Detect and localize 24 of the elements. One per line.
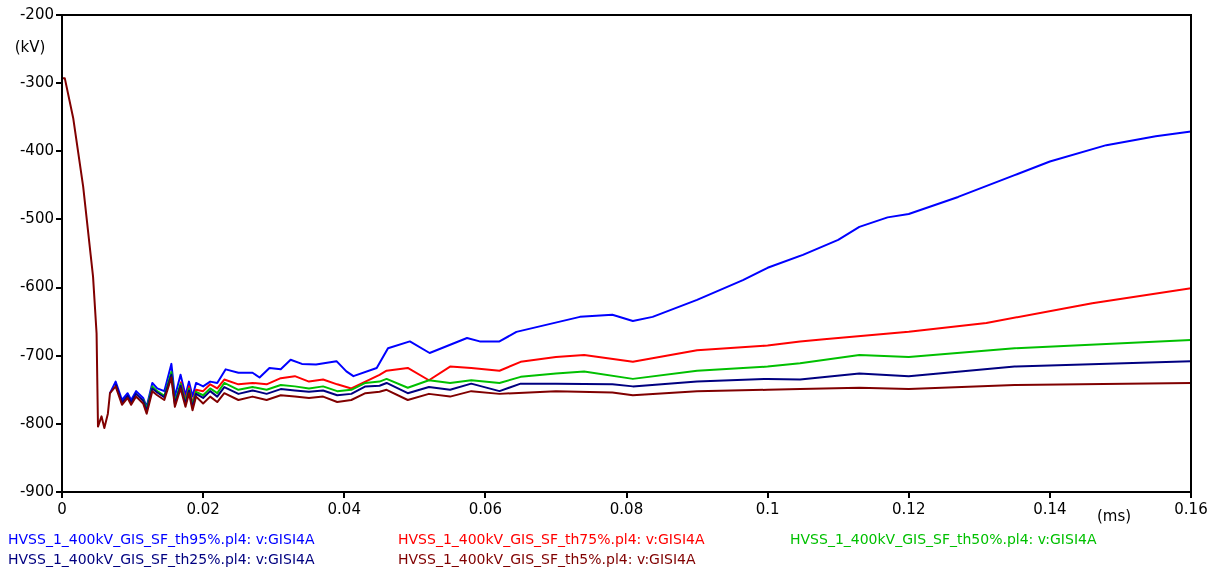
- y-tick-label: -500: [19, 209, 54, 228]
- y-axis-title: (kV): [14, 37, 46, 56]
- x-tick-label: 0.14: [1033, 499, 1067, 518]
- x-tick-label: 0.1: [755, 499, 780, 518]
- y-tick-label: -400: [19, 141, 54, 160]
- y-tick-label: -900: [19, 481, 54, 500]
- y-tick-label: -700: [19, 345, 54, 364]
- x-tick-label: 0.16: [1174, 499, 1208, 518]
- y-tick-label: -200: [19, 4, 54, 23]
- x-tick-label: 0.12: [892, 499, 926, 518]
- x-tick-label: 0.08: [609, 499, 644, 518]
- x-tick-label: 0.04: [327, 499, 361, 518]
- text: HVSS_1_400kV_GIS_SF_th25%.pl4: v:GISI4A: [8, 551, 315, 567]
- x-tick-label: 0.02: [186, 499, 220, 518]
- y-tick-label: -300: [19, 73, 54, 92]
- text: HVSS_1_400kV_GIS_SF_th95%.pl4: v:GISI4A: [8, 531, 315, 547]
- x-axis-title: (ms): [1096, 507, 1132, 526]
- x-tick-label: 0: [57, 499, 67, 518]
- text: HVSS_1_400kV_GIS_SF_th5%.pl4: v:GISI4A: [398, 551, 696, 567]
- y-tick-label: -600: [19, 277, 54, 296]
- x-tick-label: 0.06: [468, 499, 503, 518]
- text: HVSS_1_400kV_GIS_SF_th75%.pl4: v:GISI4A: [398, 531, 705, 547]
- y-tick-label: -800: [19, 413, 54, 432]
- text: HVSS_1_400kV_GIS_SF_th50%.pl4: v:GISI4A: [790, 531, 1097, 547]
